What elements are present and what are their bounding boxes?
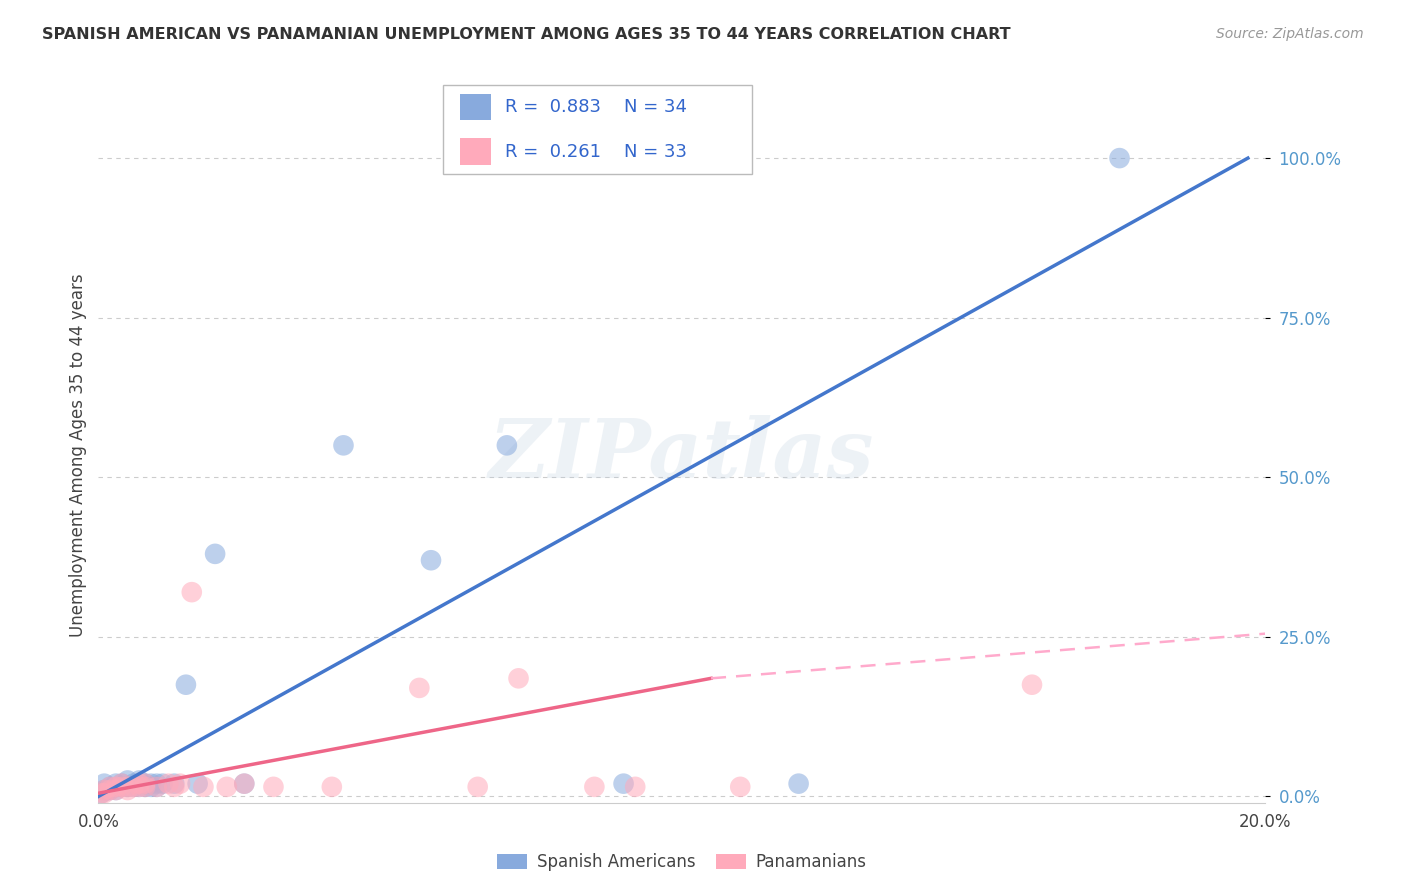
Point (321, 780, 343, 794)
Point (146, 777, 169, 791)
Point (111, 780, 134, 794)
Point (117, 773, 139, 788)
Point (204, 547, 226, 561)
Point (508, 671, 530, 685)
Text: R =  0.883: R = 0.883 (505, 98, 600, 116)
Text: N = 34: N = 34 (624, 98, 688, 116)
Point (134, 777, 156, 791)
Point (117, 780, 139, 794)
Point (146, 780, 169, 794)
Point (163, 777, 186, 791)
Point (134, 780, 156, 794)
Point (93, 786, 115, 800)
Point (169, 777, 191, 791)
Point (467, 780, 489, 794)
Point (134, 780, 156, 794)
Point (583, 780, 606, 794)
Text: Source: ZipAtlas.com: Source: ZipAtlas.com (1216, 27, 1364, 41)
Point (420, 553, 443, 567)
Point (122, 780, 145, 794)
Point (128, 780, 150, 794)
Point (215, 780, 238, 794)
Point (233, 777, 256, 791)
Point (612, 777, 634, 791)
Point (104, 783, 127, 797)
Point (495, 438, 517, 452)
Point (104, 780, 127, 794)
Point (139, 780, 162, 794)
Point (117, 780, 139, 794)
Point (332, 438, 354, 452)
Point (117, 783, 139, 797)
Text: SPANISH AMERICAN VS PANAMANIAN UNEMPLOYMENT AMONG AGES 35 TO 44 YEARS CORRELATIO: SPANISH AMERICAN VS PANAMANIAN UNEMPLOYM… (42, 27, 1011, 42)
Point (163, 780, 186, 794)
Point (193, 780, 215, 794)
Point (128, 773, 150, 788)
Point (104, 777, 127, 791)
Point (96, 783, 118, 797)
Point (111, 777, 134, 791)
Point (93, 777, 115, 791)
Text: R =  0.261: R = 0.261 (505, 143, 600, 161)
Text: N = 33: N = 33 (624, 143, 688, 161)
Point (233, 777, 256, 791)
Point (1108, 151, 1130, 165)
Point (128, 780, 150, 794)
Point (122, 780, 145, 794)
Point (93, 783, 115, 797)
Point (408, 681, 430, 695)
Point (787, 777, 810, 791)
Point (180, 585, 202, 599)
Point (98, 780, 121, 794)
Point (157, 777, 180, 791)
Point (728, 780, 751, 794)
Point (104, 783, 127, 797)
Point (139, 777, 162, 791)
Text: ZIPatlas: ZIPatlas (489, 415, 875, 495)
Point (90, 786, 112, 800)
Point (624, 780, 647, 794)
Point (111, 777, 134, 791)
Point (262, 780, 284, 794)
Point (98, 783, 121, 797)
Point (187, 777, 209, 791)
Point (98, 780, 121, 794)
Point (152, 777, 174, 791)
Point (128, 777, 150, 791)
Y-axis label: Unemployment Among Ages 35 to 44 years: Unemployment Among Ages 35 to 44 years (69, 273, 87, 637)
Point (90, 786, 112, 800)
Point (1021, 678, 1043, 692)
Point (134, 777, 156, 791)
Point (122, 777, 145, 791)
Legend: Spanish Americans, Panamanians: Spanish Americans, Panamanians (491, 847, 873, 878)
Point (93, 783, 115, 797)
Point (146, 780, 169, 794)
Point (98, 783, 121, 797)
Point (174, 678, 197, 692)
Point (111, 780, 134, 794)
